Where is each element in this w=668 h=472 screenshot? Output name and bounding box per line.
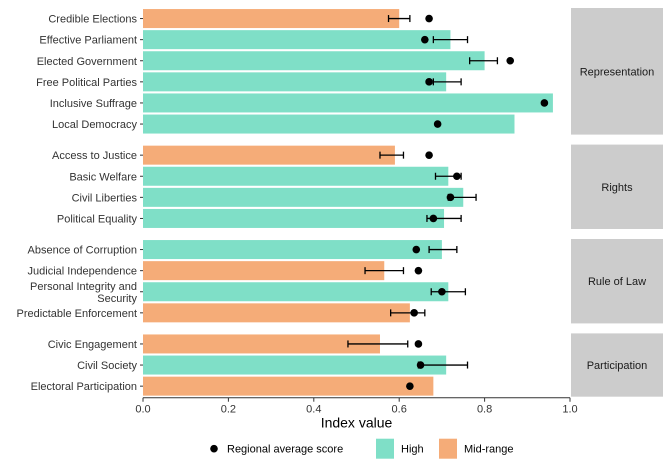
bar — [143, 93, 553, 113]
legend-label: Regional average score — [227, 444, 343, 456]
x-tick-label: 0.4 — [306, 404, 321, 416]
legend-label: High — [401, 444, 424, 456]
average-point — [453, 172, 461, 181]
legend-point-marker — [210, 444, 218, 453]
category-label-line: Security — [97, 293, 137, 305]
category-label: Absence of Corruption — [28, 245, 137, 257]
bar — [143, 166, 449, 186]
average-point — [421, 35, 429, 44]
average-point — [416, 361, 425, 369]
facet-panel: Representation Credible Elections Effectiv… — [36, 8, 663, 135]
x-axis-title: Index value — [321, 415, 393, 431]
bar — [143, 114, 515, 134]
average-point — [446, 193, 455, 202]
facet-strip-label: Rule of Law — [588, 276, 646, 288]
category-label: Access to Justice — [52, 150, 137, 162]
category-label: Civil Liberties — [72, 192, 138, 204]
category-label: Credible Elections — [48, 14, 137, 26]
average-point — [425, 78, 433, 86]
chart-panels: Representation Credible Elections Effectiv… — [17, 8, 663, 397]
bar — [143, 376, 434, 396]
bar — [143, 9, 400, 29]
category-label: Civil Society — [77, 360, 137, 372]
category-label: Basic Welfare — [69, 171, 137, 183]
x-tick-label: 0.8 — [477, 404, 492, 416]
average-point — [540, 99, 549, 107]
category-label: Electoral Participation — [31, 381, 137, 393]
category-label: Personal Integrity and Security — [30, 281, 138, 305]
bar — [143, 240, 442, 260]
category-label: Free Political Parties — [36, 77, 137, 89]
category-label: Local Democracy — [52, 119, 137, 131]
average-point — [412, 245, 421, 254]
panel-background — [143, 8, 570, 135]
bar — [143, 51, 485, 71]
category-label-line: Personal Integrity and — [30, 281, 137, 293]
average-point — [506, 56, 515, 65]
average-point — [429, 214, 438, 223]
legend-key — [376, 438, 394, 459]
category-label: Elected Government — [37, 56, 137, 68]
facet-panel: Participation Civic Engagement Civil Socie… — [31, 333, 663, 397]
legend-key — [439, 438, 457, 459]
bar — [143, 30, 451, 50]
facet-strip-label: Participation — [587, 360, 648, 372]
x-tick-label: 1.0 — [562, 404, 577, 416]
facet-panel: Rights Access to Justice Basic Welfare Civi… — [52, 144, 663, 229]
category-label: Predictable Enforcement — [17, 308, 137, 320]
facet-strip — [571, 239, 663, 324]
category-label: Civic Engagement — [48, 339, 137, 351]
bar — [143, 187, 464, 207]
category-label: Effective Parliament — [39, 35, 137, 47]
average-point — [438, 287, 446, 296]
bar — [143, 261, 385, 281]
average-point — [414, 340, 423, 348]
bar — [143, 334, 380, 354]
average-point — [425, 151, 433, 159]
facet-strip-label: Rights — [601, 182, 633, 194]
x-tick-label: 0.6 — [392, 404, 407, 416]
facet-strip — [571, 144, 663, 229]
bar — [143, 303, 410, 323]
legend-label: Mid-range — [464, 444, 514, 456]
bar — [143, 72, 447, 92]
bar — [143, 145, 395, 165]
facet-panel: Rule of Law Absence of Corruption Judicial… — [17, 239, 663, 324]
average-point — [414, 266, 423, 275]
x-axis: 0.0 0.2 0.4 0.6 0.8 1.0 — [135, 397, 578, 416]
average-point — [433, 120, 442, 128]
average-point — [406, 382, 414, 390]
facet-strip — [571, 8, 663, 135]
bar — [143, 282, 449, 302]
bar — [143, 355, 447, 375]
average-point — [410, 309, 418, 317]
x-tick-label: 0.0 — [135, 404, 150, 416]
category-label: Inclusive Suffrage — [50, 98, 137, 110]
facet-strip-label: Representation — [580, 66, 655, 78]
bar — [143, 208, 445, 228]
category-label: Judicial Independence — [28, 266, 137, 278]
category-label: Political Equality — [57, 213, 138, 225]
average-point — [425, 14, 433, 23]
x-tick-label: 0.2 — [221, 404, 236, 416]
facet-strip — [571, 333, 663, 397]
legend: Regional average score High Mid-range — [210, 438, 514, 459]
